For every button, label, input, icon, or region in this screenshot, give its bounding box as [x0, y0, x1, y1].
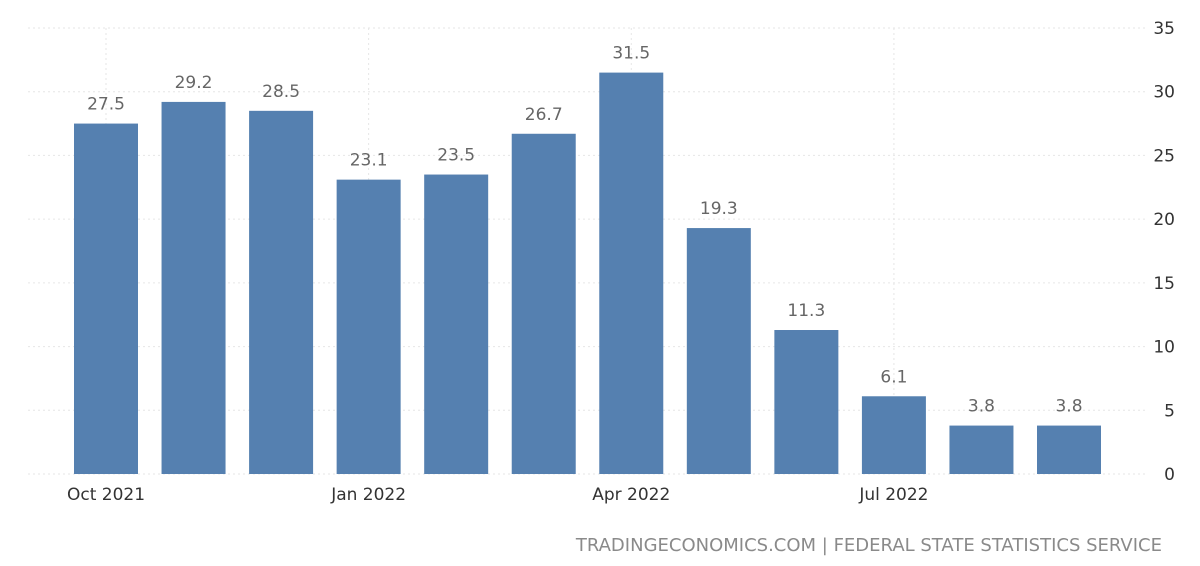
bar [74, 123, 138, 475]
x-tick-label: Oct 2021 [67, 485, 145, 505]
bar [949, 425, 1014, 474]
data-label: 26.7 [525, 105, 563, 125]
data-label: 31.5 [612, 44, 650, 64]
data-label: 6.1 [880, 367, 907, 387]
x-tick-label: Apr 2022 [592, 485, 670, 505]
bar [161, 101, 226, 474]
y-tick-label: 35 [1153, 19, 1175, 39]
bar [424, 174, 489, 475]
bar [1037, 425, 1101, 474]
y-tick-label: 15 [1153, 274, 1175, 294]
y-tick-label: 5 [1164, 401, 1175, 421]
data-label: 3.8 [968, 397, 995, 417]
bar [861, 396, 926, 474]
y-tick-label: 20 [1153, 210, 1175, 230]
data-label: 23.5 [437, 146, 475, 166]
y-tick-label: 10 [1153, 338, 1175, 358]
data-label: 27.5 [87, 95, 125, 115]
x-tick-label: Jul 2022 [858, 485, 928, 505]
data-label: 29.2 [175, 73, 213, 93]
bar [336, 179, 401, 474]
data-label: 3.8 [1055, 397, 1082, 417]
data-label: 19.3 [700, 199, 738, 219]
bar [511, 133, 576, 474]
y-tick-label: 25 [1153, 146, 1175, 166]
data-label: 23.1 [350, 151, 388, 171]
bar [774, 330, 839, 474]
bar [249, 110, 314, 474]
bar [686, 228, 751, 474]
y-tick-label: 30 [1153, 83, 1175, 103]
data-label: 11.3 [787, 301, 825, 321]
source-attribution: TRADINGECONOMICS.COM | FEDERAL STATE STA… [575, 535, 1162, 556]
bar [599, 72, 664, 474]
y-tick-label: 0 [1164, 465, 1175, 485]
data-label: 28.5 [262, 82, 300, 102]
x-tick-label: Jan 2022 [330, 485, 406, 505]
